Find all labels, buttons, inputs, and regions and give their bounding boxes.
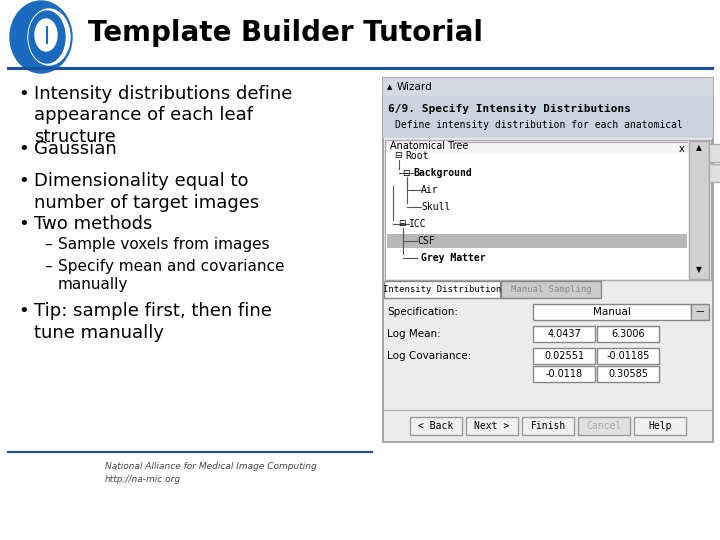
Text: Manual Sampling: Manual Sampling xyxy=(510,285,591,294)
Text: 0.30585: 0.30585 xyxy=(608,369,648,379)
Text: Intensity distributions define
appearance of each leaf
structure: Intensity distributions define appearanc… xyxy=(34,85,292,146)
Text: Manual: Manual xyxy=(593,307,631,317)
Text: Root: Root xyxy=(405,151,428,161)
Text: Grey Matter: Grey Matter xyxy=(421,253,485,263)
Text: Background: Background xyxy=(413,168,472,178)
Text: Air: Air xyxy=(421,185,438,195)
Bar xyxy=(634,417,686,435)
Text: —: — xyxy=(696,307,704,316)
Text: 6/9. Specify Intensity Distributions: 6/9. Specify Intensity Distributions xyxy=(388,104,631,114)
Text: http://na-mic.org: http://na-mic.org xyxy=(105,475,181,484)
Text: Log Covariance:: Log Covariance: xyxy=(387,351,472,361)
Text: –: – xyxy=(44,237,52,252)
Text: Next >: Next > xyxy=(474,421,510,431)
Bar xyxy=(383,96,713,138)
Ellipse shape xyxy=(28,9,70,65)
Bar xyxy=(384,300,712,410)
Text: Anatomical Tree: Anatomical Tree xyxy=(390,141,469,151)
Bar xyxy=(533,304,691,320)
Text: •: • xyxy=(18,215,29,233)
Text: Skull: Skull xyxy=(421,202,451,212)
Text: ▲: ▲ xyxy=(696,144,702,152)
Text: Two methods: Two methods xyxy=(34,215,153,233)
Text: 6.3006: 6.3006 xyxy=(611,329,645,339)
Text: Tip: sample first, then fine
tune manually: Tip: sample first, then fine tune manual… xyxy=(34,302,272,341)
Text: < Back: < Back xyxy=(418,421,454,431)
Text: Specify mean and covariance
manually: Specify mean and covariance manually xyxy=(58,259,284,292)
Text: Dimensionality equal to
number of target images: Dimensionality equal to number of target… xyxy=(34,172,259,212)
Text: -0.01185: -0.01185 xyxy=(606,351,649,361)
Text: Finish: Finish xyxy=(531,421,566,431)
Bar xyxy=(709,144,720,162)
Ellipse shape xyxy=(35,19,57,51)
Text: Specification:: Specification: xyxy=(387,307,458,317)
Text: CSF: CSF xyxy=(417,236,435,246)
Text: Cancel: Cancel xyxy=(586,421,621,431)
Bar xyxy=(522,417,574,435)
Bar xyxy=(689,141,709,279)
Text: 0.02551: 0.02551 xyxy=(544,351,584,361)
Text: •: • xyxy=(18,172,29,190)
Bar xyxy=(383,78,713,96)
Bar xyxy=(501,281,601,298)
Text: •: • xyxy=(18,140,29,158)
Bar xyxy=(410,417,462,435)
Bar xyxy=(385,140,711,280)
Text: ▲: ▲ xyxy=(387,84,392,90)
Text: Log Mean:: Log Mean: xyxy=(387,329,441,339)
Bar xyxy=(709,164,720,182)
Text: Template Builder Tutorial: Template Builder Tutorial xyxy=(88,19,483,47)
Bar xyxy=(597,326,659,342)
Text: ⊟: ⊟ xyxy=(394,152,402,160)
Text: •: • xyxy=(18,85,29,103)
Text: ▼: ▼ xyxy=(696,266,702,274)
Text: National Alliance for Medical Image Computing: National Alliance for Medical Image Comp… xyxy=(105,462,317,471)
Text: Gaussian: Gaussian xyxy=(34,140,117,158)
Text: x: x xyxy=(678,144,684,154)
Bar xyxy=(533,348,595,364)
Bar xyxy=(384,281,500,298)
Text: Wizard: Wizard xyxy=(397,82,433,92)
Text: -0.0118: -0.0118 xyxy=(546,369,582,379)
Bar xyxy=(597,348,659,364)
Bar xyxy=(597,366,659,382)
Text: ⊟: ⊟ xyxy=(402,168,410,178)
Text: Intensity Distribution: Intensity Distribution xyxy=(383,285,501,294)
Text: ICC: ICC xyxy=(409,219,427,229)
Bar xyxy=(386,153,689,279)
Text: Help: Help xyxy=(648,421,672,431)
Bar xyxy=(466,417,518,435)
Bar xyxy=(387,234,687,248)
Ellipse shape xyxy=(10,1,72,73)
Text: Sample voxels from images: Sample voxels from images xyxy=(58,237,269,252)
Text: 4.0437: 4.0437 xyxy=(547,329,581,339)
Bar xyxy=(691,304,709,320)
Text: ⊟: ⊟ xyxy=(398,219,405,228)
Bar xyxy=(533,326,595,342)
Text: •: • xyxy=(18,302,29,320)
Bar xyxy=(533,366,595,382)
Bar xyxy=(383,78,713,442)
Text: –: – xyxy=(44,259,52,274)
Bar xyxy=(578,417,630,435)
Ellipse shape xyxy=(29,11,65,63)
Text: Define intensity distribution for each anatomical: Define intensity distribution for each a… xyxy=(395,120,683,130)
